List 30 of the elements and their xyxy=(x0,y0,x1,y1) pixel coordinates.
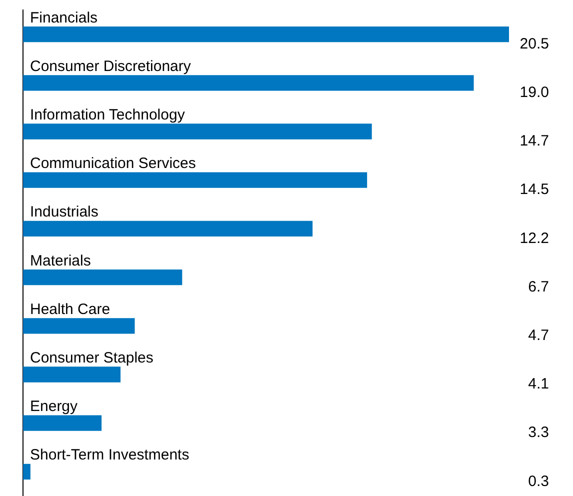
data-label: 3.3 xyxy=(528,424,549,442)
bar xyxy=(23,269,182,286)
y-tick-label: Industrials xyxy=(30,204,98,221)
bar xyxy=(23,75,474,91)
y-tick-label: Energy xyxy=(30,398,78,416)
bar xyxy=(23,26,509,42)
data-label: 4.7 xyxy=(528,327,549,344)
data-label: 0.3 xyxy=(528,472,549,490)
bar xyxy=(23,415,102,431)
y-tick-label: Communication Services xyxy=(30,155,196,172)
bar xyxy=(23,318,135,334)
y-tick-label: Materials xyxy=(30,252,91,270)
data-label: 14.7 xyxy=(520,132,549,150)
bar xyxy=(23,366,121,382)
bar xyxy=(23,124,372,140)
data-label: 14.5 xyxy=(520,181,549,198)
data-label: 20.5 xyxy=(520,35,549,52)
data-label: 6.7 xyxy=(528,278,549,296)
bar xyxy=(23,220,313,237)
y-tick-label: Health Care xyxy=(30,300,110,318)
data-label: 12.2 xyxy=(520,230,549,247)
y-tick-label: Consumer Staples xyxy=(30,350,154,366)
y-tick-label: Short-Term Investments xyxy=(30,446,190,464)
bar xyxy=(23,172,368,188)
y-tick-label: Information Technology xyxy=(30,106,186,124)
data-label: 19.0 xyxy=(520,84,549,102)
y-tick-label: Consumer Discretionary xyxy=(30,58,192,75)
data-label: 4.1 xyxy=(528,376,549,393)
bar xyxy=(23,464,30,480)
y-tick-label: Financials xyxy=(30,9,98,26)
